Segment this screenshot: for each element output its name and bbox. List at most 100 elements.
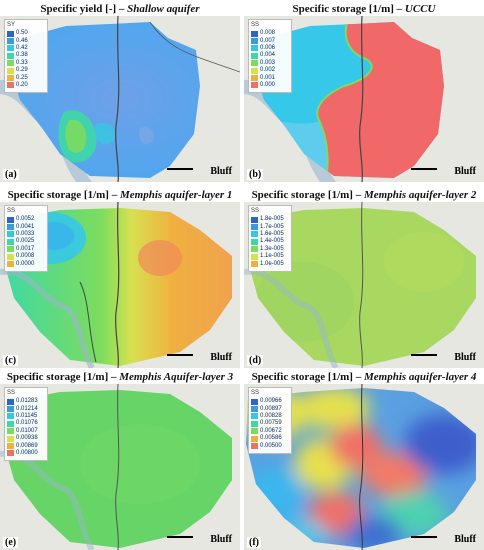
legend-row: 1.3e-005: [251, 246, 289, 253]
legend-row: 0.00828: [251, 413, 289, 420]
legend-row: 0.01283: [7, 398, 45, 405]
panel-title: Specific storage [1/m] – Memphis aquifer…: [251, 189, 477, 201]
legend: SS 0.00966 0.00897 0.00828 0.00759 0.00672 0.…: [248, 387, 292, 454]
legend-label: 0.00800: [16, 449, 38, 456]
legend-swatch: [7, 406, 14, 413]
legend-label: 0.00500: [260, 442, 282, 449]
legend-label: 1.6e-005: [260, 230, 284, 237]
legend-label: 0.00672: [260, 427, 282, 434]
legend-title: SY: [7, 22, 16, 28]
panel-title: Specific storage [1/m] – Memphis aquifer…: [7, 189, 233, 201]
legend-label: 0.0052: [16, 216, 35, 223]
legend-items: 0.00966 0.00897 0.00828 0.00759 0.00672 0.005…: [251, 398, 289, 450]
legend-items: 0.008 0.007 0.006 0.004 0.003 0.002 0.001 0.000: [251, 30, 289, 89]
legend-row: 0.00938: [7, 435, 45, 442]
panel-title: Specific storage [1/m] – Memphis Aquifer…: [6, 371, 234, 383]
legend-label: 0.0017: [16, 245, 35, 252]
legend-row: 1.0e-005: [251, 260, 289, 268]
panel-a: Specific yield [-] – Shallow aquifer SY: [0, 0, 240, 182]
legend-swatch: [7, 224, 14, 231]
legend-label: 0.00897: [260, 405, 282, 412]
scale-bar-label: Bluff: [210, 534, 232, 545]
panel-label: (e): [3, 537, 19, 548]
scale-bar: [167, 536, 193, 538]
legend-row: 0.001: [251, 74, 289, 82]
legend-label: 0.20: [16, 81, 28, 88]
legend-swatch: [251, 52, 258, 59]
panel-c: Specific storage [1/m] – Memphis aquifer…: [0, 186, 240, 368]
legend-row: 0.00897: [251, 405, 289, 413]
legend-row: 1.4e-005: [251, 238, 289, 245]
legend-swatch: [251, 60, 258, 67]
legend-label: 0.006: [260, 44, 276, 51]
legend-row: 0.00966: [251, 398, 289, 405]
legend-label: 1.3e-005: [260, 245, 284, 252]
legend-row: 0.0017: [7, 246, 45, 253]
panel-label: (c): [3, 355, 19, 366]
legend-row: 0.0041: [7, 223, 45, 231]
legend-swatch: [7, 30, 14, 37]
legend-label: 0.0041: [16, 223, 35, 230]
legend-swatch: [251, 413, 258, 420]
legend-title: SS: [251, 22, 260, 28]
legend: SS 0.01283 0.01214 0.01145 0.01076 0.01007 0.…: [4, 387, 48, 462]
legend-label: 0.0008: [16, 253, 35, 260]
legend-row: 0.38: [7, 52, 45, 59]
legend-label: 1.7e-005: [260, 223, 284, 230]
legend-swatch: [7, 428, 14, 435]
legend-row: 0.007: [251, 37, 289, 45]
legend-row: 0.00759: [251, 420, 289, 427]
legend-row: 1.1e-005: [251, 253, 289, 260]
legend-title: SS: [7, 208, 16, 214]
legend-swatch: [7, 261, 14, 268]
legend-swatch: [251, 261, 258, 268]
legend-label: 0.01145: [16, 412, 38, 419]
legend: SS 0.0052 0.0041 0.0033 0.0025 0.0017 0.0008 0…: [4, 205, 48, 272]
legend-label: 0.00869: [16, 442, 38, 449]
panel-title: Specific yield [-] – Shallow aquifer: [40, 3, 200, 15]
legend-swatch: [251, 30, 258, 37]
panel-label: (b): [247, 169, 264, 180]
legend-items: 1.8e-005 1.7e-005 1.6e-005 1.4e-005 1.3e-005…: [251, 216, 289, 268]
legend-label: 0.01214: [16, 405, 38, 412]
legend-items: 0.01283 0.01214 0.01145 0.01076 0.01007 0.009…: [7, 398, 45, 457]
panel-title: Specific storage [1/m] – UCCU: [292, 3, 436, 15]
legend-swatch: [7, 413, 14, 420]
legend-label: 0.50: [16, 30, 28, 37]
scale-bar: [411, 536, 437, 538]
legend-row: 0.008: [251, 30, 289, 37]
legend-swatch: [7, 238, 14, 245]
map-ss-uccu: [244, 16, 484, 182]
legend-label: 0.002: [260, 67, 276, 74]
legend-swatch: [251, 406, 258, 413]
legend-row: 0.50: [7, 30, 45, 37]
legend-row: 0.00672: [251, 428, 289, 435]
legend-swatch: [7, 67, 14, 74]
legend-label: 1.0e-005: [260, 260, 284, 267]
legend-swatch: [7, 253, 14, 260]
legend-swatch: [7, 420, 14, 427]
legend-row: 0.46: [7, 37, 45, 45]
legend-label: 0.000: [260, 81, 276, 88]
panel-label: (f): [247, 537, 261, 548]
legend-items: 0.0052 0.0041 0.0033 0.0025 0.0017 0.0008 0.00…: [7, 216, 45, 268]
scale-bar: [411, 168, 437, 170]
legend-swatch: [7, 450, 14, 457]
panel-label: (a): [3, 169, 19, 180]
legend-row: 0.00800: [7, 450, 45, 457]
legend-swatch: [7, 60, 14, 67]
panel-b: Specific storage [1/m] – UCCU SS 0.008 0.…: [244, 0, 484, 182]
legend-title: SS: [7, 390, 16, 396]
legend-row: 0.00586: [251, 435, 289, 442]
panel-label: (d): [247, 355, 264, 366]
legend-label: 0.007: [260, 37, 276, 44]
scale-bar: [411, 354, 437, 356]
legend-swatch: [7, 443, 14, 450]
legend-row: 0.01214: [7, 405, 45, 413]
panel-e: Specific storage [1/m] – Memphis Aquifer…: [0, 368, 240, 550]
legend-swatch: [251, 224, 258, 231]
legend-label: 1.8e-005: [260, 216, 284, 223]
legend-row: 0.003: [251, 60, 289, 67]
legend-label: 1.4e-005: [260, 238, 284, 245]
legend-swatch: [251, 216, 258, 223]
